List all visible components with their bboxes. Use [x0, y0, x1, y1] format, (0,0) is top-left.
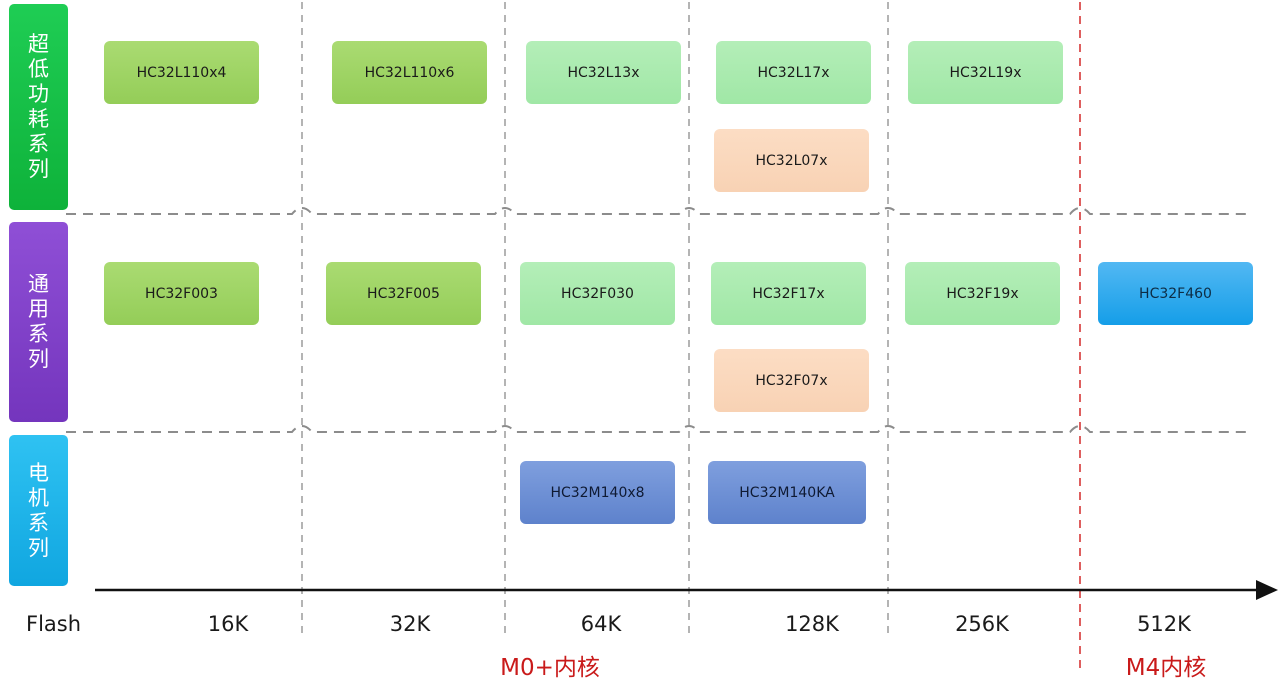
chip-hc32f17x: HC32F17x — [711, 262, 866, 325]
chip-hc32f07x: HC32F07x — [714, 349, 869, 412]
series-label-low-power: 超低功耗系列 — [9, 4, 68, 210]
flash-tick-512k: 512K — [1137, 612, 1191, 636]
chip-hc32f005: HC32F005 — [326, 262, 481, 325]
series-label-motor: 电机系列 — [9, 435, 68, 586]
flash-tick-16k: 16K — [207, 612, 249, 636]
core-label-m4: M4内核 — [1125, 655, 1207, 681]
flash-tick-64k: 64K — [580, 612, 622, 636]
chip-hc32l19x: HC32L19x — [908, 41, 1063, 104]
chip-hc32f030: HC32F030 — [520, 262, 675, 325]
row-divider — [66, 207, 1248, 215]
series-label-general: 通用系列 — [9, 222, 68, 422]
chip-hc32l110x4: HC32L110x4 — [104, 41, 259, 104]
chip-hc32f19x: HC32F19x — [905, 262, 1060, 325]
chip-hc32l110x6: HC32L110x6 — [332, 41, 487, 104]
flash-tick-256k: 256K — [955, 612, 1009, 636]
chip-hc32m140x8: HC32M140x8 — [520, 461, 675, 524]
chip-hc32f003: HC32F003 — [104, 262, 259, 325]
flash-axis-arrowhead — [1256, 580, 1278, 600]
chip-hc32l17x: HC32L17x — [716, 41, 871, 104]
chip-hc32l13x: HC32L13x — [526, 41, 681, 104]
chip-hc32f460: HC32F460 — [1098, 262, 1253, 325]
flash-tick-32k: 32K — [389, 612, 431, 636]
flash-axis-label: Flash — [26, 612, 82, 636]
chip-hc32l07x: HC32L07x — [714, 129, 869, 192]
flash-tick-128k: 128K — [785, 612, 839, 636]
row-divider — [66, 425, 1252, 433]
chip-hc32m140ka: HC32M140KA — [708, 461, 866, 524]
core-label-m0plus: M0+内核 — [500, 655, 600, 681]
